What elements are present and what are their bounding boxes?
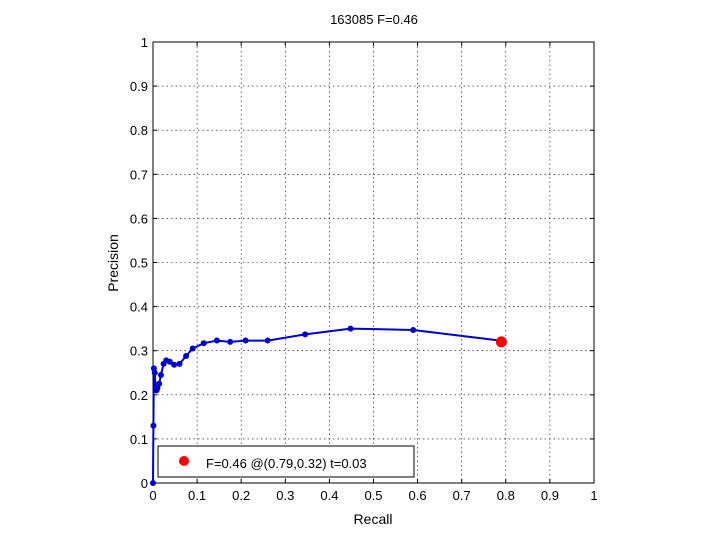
series-point [410,326,417,333]
y-tick-labels: 0 0.1 0.2 0.3 0.4 0.5 0.6 0.7 0.8 0.9 1 [130,35,148,491]
x-tick-label: 0.1 [188,488,206,503]
series-point [189,345,196,352]
series-group [150,325,507,486]
x-tick-label: 0.3 [276,488,294,503]
y-tick-label: 0.3 [130,344,148,359]
legend-label: F=0.46 @(0.79,0.32) t=0.03 [206,456,367,471]
highlight-group [495,336,507,348]
x-tick-label: 0.8 [497,488,515,503]
y-tick-label: 0.7 [130,167,148,182]
series-point [347,325,354,332]
series-point [150,480,156,486]
x-tick-label: 0.4 [320,488,338,503]
series-point [151,369,158,376]
series-point [183,352,190,359]
chart-title: 163085 F=0.46 [330,12,418,27]
x-tick-label: 0.5 [364,488,382,503]
series-point [264,337,271,344]
y-tick-label: 0.9 [130,79,148,94]
x-tick-label: 0.6 [409,488,427,503]
legend-box [157,445,415,478]
x-tick-label: 0 [149,488,156,503]
y-tick-label: 0.2 [130,388,148,403]
series-point [242,337,249,344]
series-point [171,361,178,368]
y-tick-label: 0.5 [130,256,148,271]
series-point [156,380,163,387]
best-f-point [495,336,507,348]
series-point [150,422,157,429]
y-tick-label: 0.1 [130,432,148,447]
x-tick-label: 0.9 [541,488,559,503]
y-axis-label: Precision [105,234,121,292]
legend-marker [179,456,189,466]
x-tick-label: 0.2 [232,488,250,503]
grid-lines [153,42,594,483]
series-point [302,331,309,338]
series-point [157,371,164,378]
series-point [213,337,220,344]
legend: F=0.46 @(0.79,0.32) t=0.03 [157,445,415,478]
x-tick-label: 0.7 [453,488,471,503]
x-tick-labels: 0 0.1 0.2 0.3 0.4 0.5 0.6 0.7 0.8 0.9 1 [149,488,597,503]
y-tick-label: 0.6 [130,211,148,226]
x-axis-label: Recall [354,511,393,527]
x-tick-label: 1 [590,488,597,503]
y-tick-label: 1 [141,35,148,50]
series-point [227,338,234,345]
series-point [176,360,183,367]
y-tick-label: 0.4 [130,300,148,315]
series-point [166,358,173,365]
y-tick-label: 0 [141,476,148,491]
y-tick-label: 0.8 [130,123,148,138]
series-point [200,340,207,347]
